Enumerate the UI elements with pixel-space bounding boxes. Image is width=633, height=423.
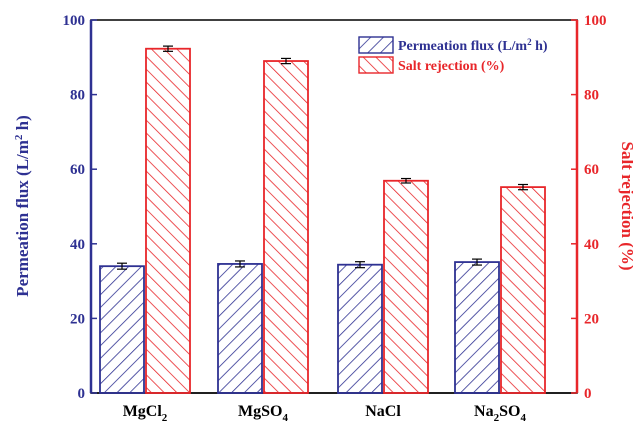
bar-rejection-3: [500, 186, 546, 394]
right-tick-label: 0: [584, 386, 592, 402]
left-tick-label: 60: [70, 162, 85, 178]
left-tick-label: 80: [70, 88, 85, 104]
category-label-3: Na2SO4: [474, 403, 526, 423]
left-tick-label: 0: [78, 386, 86, 402]
right-tick-label: 60: [584, 162, 599, 178]
right-tick-label: 80: [584, 88, 599, 104]
category-label-1: MgSO4: [238, 403, 288, 423]
error-bar-flux-1: [235, 260, 245, 268]
bars: [99, 47, 546, 394]
bar-flux-3: [454, 261, 500, 394]
y-axis-left-title: Permeation flux (L/m2 h): [13, 115, 32, 297]
error-bar-rejection-2: [401, 177, 411, 184]
left-tick-label: 40: [70, 237, 85, 253]
category-label-2: NaCl: [365, 403, 401, 420]
error-bar-rejection-0: [163, 45, 173, 52]
y-axis-right-title: Salt rejection (%): [618, 141, 633, 270]
error-bar-rejection-1: [281, 57, 291, 65]
legend: Permeation flux (L/m2 h) Salt rejection …: [358, 36, 548, 74]
bar-flux-2: [337, 263, 383, 394]
bar-flux-1: [217, 263, 263, 394]
bar-flux-0: [99, 265, 145, 394]
bar-rejection-0: [145, 47, 191, 394]
legend-label-permeation-flux: Permeation flux (L/m2 h): [398, 37, 548, 54]
error-bar-flux-3: [472, 258, 482, 266]
right-tick-label: 100: [584, 13, 607, 29]
bar-rejection-1: [263, 60, 309, 394]
legend-swatch-permeation-flux: [358, 36, 394, 54]
right-tick-label: 40: [584, 237, 599, 253]
right-ticks: 0 20 40 60 80 100: [571, 13, 607, 402]
right-tick-label: 20: [584, 311, 599, 327]
error-bars: [117, 45, 528, 270]
bar-rejection-2: [383, 179, 429, 394]
left-tick-label: 100: [63, 13, 86, 29]
legend-swatch-salt-rejection: [358, 56, 394, 74]
error-bar-flux-0: [117, 262, 127, 270]
error-bar-flux-2: [355, 261, 365, 269]
category-labels: MgCl2 MgSO4 NaCl Na2SO4: [123, 403, 527, 423]
left-ticks: 0 20 40 60 80 100: [63, 13, 97, 402]
error-bar-rejection-3: [518, 183, 528, 191]
category-label-0: MgCl2: [123, 403, 168, 423]
legend-label-salt-rejection: Salt rejection (%): [398, 59, 505, 74]
left-tick-label: 20: [70, 311, 85, 327]
